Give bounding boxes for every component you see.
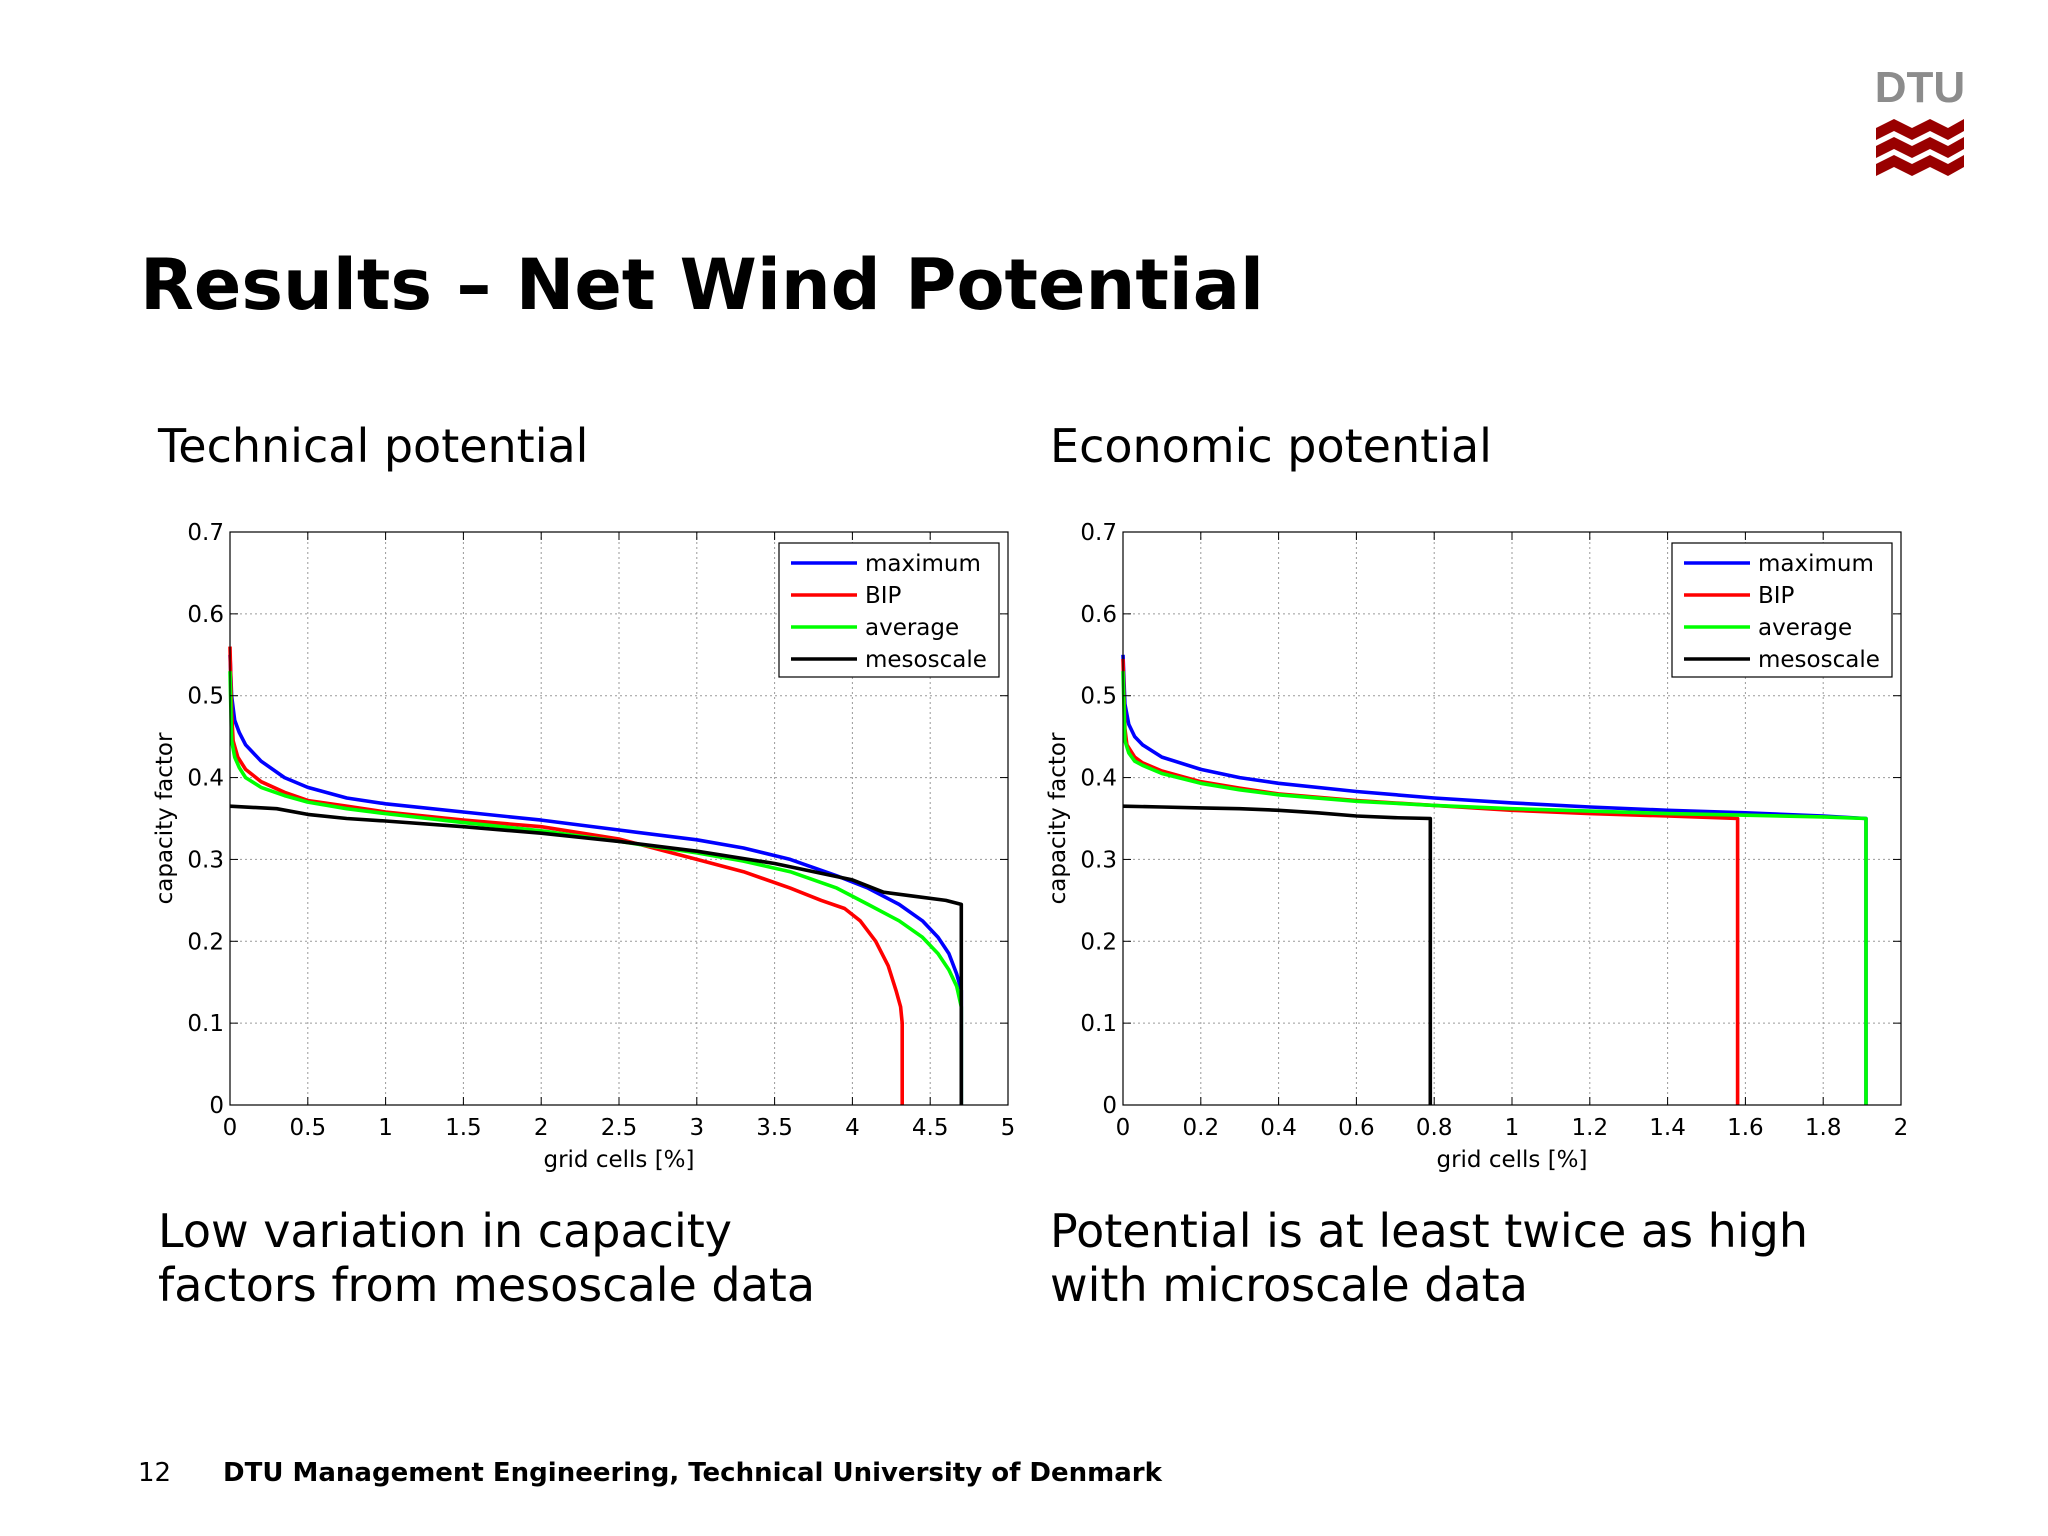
series-line-average xyxy=(1121,671,1868,1105)
economic-potential-chart: 0 0.2 0.4 0.6 0.8 1 1.2 1.4 1.6 1.8 2 0 0.1 0.2 0.3 0.4… xyxy=(1033,505,1923,1195)
x-tick-label: 0.5 xyxy=(290,1115,327,1141)
x-tick-label: 0.6 xyxy=(1338,1115,1375,1141)
technical-potential-chart: 0 0.5 1 1.5 2 2.5 3 3.5 4 4.5 5 0 0.1 0.2 0.3 0.4 0.5 0.6… xyxy=(140,505,1030,1195)
y-axis-label: capacity factor xyxy=(1045,732,1071,904)
series-line-mesoscale xyxy=(229,804,964,1105)
y-tick-label: 0.5 xyxy=(187,684,224,710)
x-tick-label: 1.4 xyxy=(1649,1115,1686,1141)
y-tick-label: 0.5 xyxy=(1080,684,1117,710)
x-tick-label: 4.5 xyxy=(912,1115,949,1141)
x-tick-label: 1.5 xyxy=(445,1115,482,1141)
series-line-mesoscale xyxy=(1122,804,1433,1105)
y-tick-label: 0 xyxy=(209,1093,224,1119)
legend-box xyxy=(1671,542,1893,678)
y-tick-label: 0 xyxy=(1102,1093,1117,1119)
x-tick-label: 3.5 xyxy=(756,1115,793,1141)
y-axis-label: capacity factor xyxy=(152,732,178,904)
x-tick-label: 5 xyxy=(1001,1115,1016,1141)
logo-band xyxy=(1876,119,1964,140)
legend-box xyxy=(778,542,1000,678)
y-tick-label: 0.3 xyxy=(1080,847,1117,873)
caption-line: Low variation in capacity xyxy=(158,1204,732,1258)
x-tick-label: 3 xyxy=(689,1115,704,1141)
legend-label-average: average xyxy=(865,615,959,641)
caption-line: with microscale data xyxy=(1050,1258,1528,1312)
legend-label-maximum: maximum xyxy=(1758,551,1874,577)
x-tick-label: 2 xyxy=(534,1115,549,1141)
y-tick-label: 0.3 xyxy=(187,847,224,873)
series-line-maximum xyxy=(228,654,964,1105)
caption-line: Potential is at least twice as high xyxy=(1050,1204,1808,1258)
x-tick-label: 4 xyxy=(845,1115,860,1141)
x-tick-label: 0 xyxy=(1116,1115,1131,1141)
x-tick-label: 1.2 xyxy=(1572,1115,1609,1141)
footer-institution: DTU Management Engineering, Technical Un… xyxy=(223,1458,1162,1488)
logo-band xyxy=(1876,155,1964,176)
series-line-maximum xyxy=(1121,654,1868,1105)
x-tick-label: 1 xyxy=(378,1115,393,1141)
legend-label-bip: BIP xyxy=(865,583,902,609)
slide-title: Results – Net Wind Potential xyxy=(140,244,1264,326)
legend-label-mesoscale: mesoscale xyxy=(1758,647,1880,673)
x-tick-label: 2.5 xyxy=(601,1115,638,1141)
caption-line: factors from mesoscale data xyxy=(158,1258,816,1312)
economic-potential-caption: Potential is at least twice as high with… xyxy=(1050,1204,1808,1312)
y-tick-label: 0.7 xyxy=(187,520,224,546)
legend-label-average: average xyxy=(1758,615,1852,641)
legend-label-mesoscale: mesoscale xyxy=(865,647,987,673)
y-tick-label: 0.1 xyxy=(1080,1011,1117,1037)
logo-emblem xyxy=(1876,119,1964,176)
x-axis-label: grid cells [%] xyxy=(1436,1147,1587,1173)
page-number: 12 xyxy=(138,1458,172,1488)
dtu-logo: DTU xyxy=(1872,58,1968,188)
y-tick-label: 0.4 xyxy=(1080,766,1117,792)
logo-wordmark: DTU xyxy=(1875,63,1965,112)
y-tick-label: 0.2 xyxy=(187,929,224,955)
y-tick-label: 0.2 xyxy=(1080,929,1117,955)
y-tick-label: 0.6 xyxy=(1080,602,1117,628)
y-tick-label: 0.7 xyxy=(1080,520,1117,546)
x-tick-label: 1.6 xyxy=(1727,1115,1764,1141)
x-tick-label: 1.8 xyxy=(1805,1115,1842,1141)
x-tick-label: 0.4 xyxy=(1260,1115,1297,1141)
technical-potential-heading: Technical potential xyxy=(158,419,589,473)
x-tick-label: 0.8 xyxy=(1416,1115,1453,1141)
y-tick-label: 0.1 xyxy=(187,1011,224,1037)
x-tick-label: 0 xyxy=(223,1115,238,1141)
x-tick-label: 2 xyxy=(1894,1115,1909,1141)
y-tick-label: 0.4 xyxy=(187,766,224,792)
x-axis-label: grid cells [%] xyxy=(543,1147,694,1173)
technical-potential-caption: Low variation in capacity factors from m… xyxy=(158,1204,815,1312)
legend-label-bip: BIP xyxy=(1758,583,1795,609)
x-tick-label: 0.2 xyxy=(1183,1115,1220,1141)
x-tick-label: 1 xyxy=(1505,1115,1520,1141)
legend-label-maximum: maximum xyxy=(865,551,981,577)
economic-potential-heading: Economic potential xyxy=(1050,419,1492,473)
y-tick-label: 0.6 xyxy=(187,602,224,628)
logo-band xyxy=(1876,137,1964,158)
